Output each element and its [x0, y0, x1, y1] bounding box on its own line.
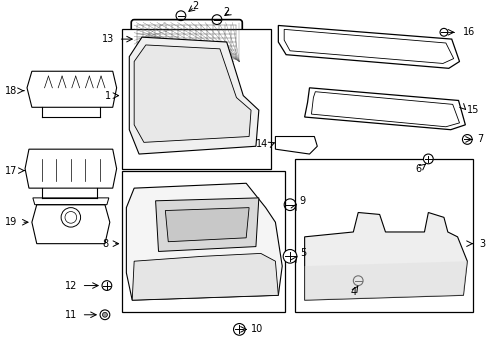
Text: 19: 19	[5, 217, 17, 227]
Polygon shape	[304, 261, 467, 300]
Circle shape	[423, 154, 432, 164]
Text: 13: 13	[102, 34, 115, 44]
Text: 14: 14	[256, 139, 268, 149]
Text: 2: 2	[223, 7, 229, 17]
Polygon shape	[126, 183, 282, 300]
Text: 15: 15	[467, 105, 479, 115]
Text: 17: 17	[5, 166, 17, 176]
Text: 9: 9	[299, 196, 305, 206]
Circle shape	[102, 281, 112, 291]
Polygon shape	[155, 198, 258, 251]
Text: 4: 4	[349, 287, 356, 297]
Polygon shape	[134, 45, 250, 142]
Bar	[294, 159, 472, 312]
Text: 10: 10	[250, 324, 263, 334]
Bar	[122, 171, 285, 312]
Bar	[122, 30, 270, 168]
Polygon shape	[129, 37, 258, 154]
Text: 3: 3	[478, 239, 484, 249]
Text: 5: 5	[299, 248, 305, 258]
Text: 16: 16	[463, 27, 475, 37]
Text: 12: 12	[65, 280, 78, 291]
Text: 7: 7	[476, 134, 482, 144]
Text: 11: 11	[65, 310, 78, 320]
Text: 6: 6	[414, 164, 421, 174]
Circle shape	[283, 249, 296, 263]
Text: 8: 8	[102, 239, 109, 249]
Polygon shape	[165, 208, 248, 242]
Circle shape	[233, 324, 244, 335]
FancyBboxPatch shape	[131, 19, 242, 64]
Text: 18: 18	[5, 86, 17, 96]
Text: 1: 1	[104, 91, 111, 100]
Text: 2: 2	[192, 1, 198, 11]
Polygon shape	[132, 253, 278, 300]
Circle shape	[102, 312, 107, 317]
Polygon shape	[304, 212, 467, 300]
